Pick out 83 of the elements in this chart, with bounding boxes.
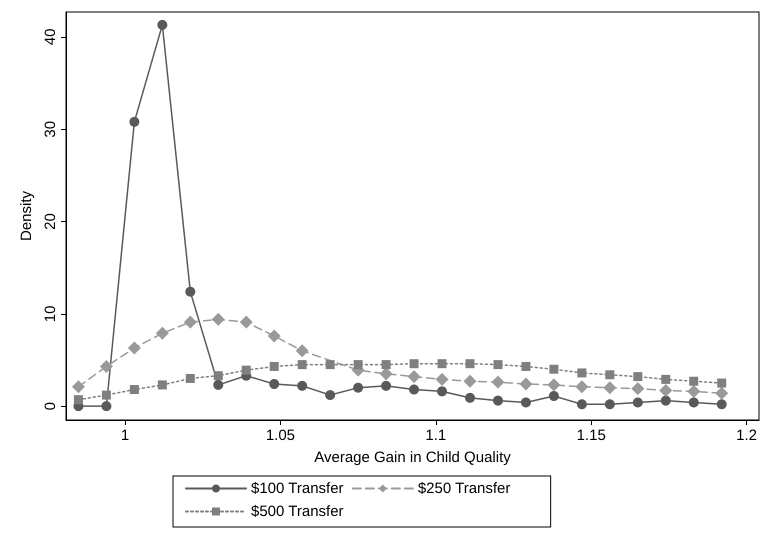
point bbox=[242, 366, 251, 375]
point bbox=[632, 397, 643, 408]
x-tick-label: 1.15 bbox=[576, 427, 606, 444]
point bbox=[437, 386, 448, 396]
point bbox=[130, 385, 139, 394]
point bbox=[184, 316, 197, 329]
point bbox=[269, 379, 280, 389]
x-tick-label: 1.05 bbox=[266, 427, 296, 444]
x-axis-title: Average Gain in Child Quality bbox=[314, 449, 512, 466]
point bbox=[297, 380, 308, 391]
point bbox=[631, 382, 644, 396]
point bbox=[436, 372, 449, 386]
point bbox=[354, 360, 363, 370]
point bbox=[157, 20, 168, 30]
point bbox=[493, 360, 502, 370]
point bbox=[325, 390, 336, 400]
point bbox=[716, 399, 727, 410]
point bbox=[380, 367, 393, 380]
point bbox=[491, 376, 504, 389]
point bbox=[603, 381, 616, 394]
y-tick-label: 40 bbox=[42, 28, 59, 46]
point bbox=[575, 380, 588, 394]
point bbox=[128, 342, 141, 354]
point bbox=[521, 362, 530, 371]
point bbox=[101, 401, 112, 412]
point bbox=[548, 391, 559, 401]
point bbox=[715, 386, 728, 400]
y-tick-label: 10 bbox=[42, 306, 59, 322]
point bbox=[72, 380, 85, 394]
y-tick-label: 30 bbox=[42, 120, 59, 138]
point bbox=[661, 374, 670, 384]
point bbox=[212, 312, 225, 326]
point bbox=[717, 378, 726, 388]
y-tick-label: 0 bbox=[42, 402, 59, 410]
point bbox=[687, 384, 700, 398]
point bbox=[409, 384, 420, 395]
point bbox=[298, 360, 307, 370]
point bbox=[353, 382, 364, 393]
x-tick-label: 1 bbox=[120, 427, 130, 444]
point bbox=[519, 378, 532, 390]
point bbox=[410, 359, 419, 368]
point bbox=[129, 116, 140, 127]
x-tick-label: 1.2 bbox=[736, 427, 757, 444]
point bbox=[158, 380, 167, 390]
point bbox=[438, 359, 447, 368]
point bbox=[381, 380, 392, 391]
point bbox=[270, 362, 279, 371]
point bbox=[100, 360, 113, 373]
point bbox=[605, 370, 614, 380]
point bbox=[296, 344, 309, 358]
point bbox=[185, 286, 196, 297]
point bbox=[659, 384, 672, 397]
point bbox=[268, 330, 281, 342]
point bbox=[382, 360, 391, 370]
point bbox=[326, 360, 335, 370]
point bbox=[604, 399, 615, 410]
point bbox=[465, 392, 475, 403]
point bbox=[547, 378, 560, 392]
legend-label: $500 Transfer bbox=[251, 503, 344, 520]
point bbox=[660, 396, 671, 406]
point bbox=[633, 372, 642, 382]
point bbox=[240, 316, 253, 329]
point bbox=[74, 395, 83, 404]
y-tick-label: 20 bbox=[42, 213, 59, 230]
legend-label: $250 Transfer bbox=[418, 480, 510, 497]
point bbox=[549, 364, 558, 374]
point bbox=[186, 374, 195, 383]
point bbox=[102, 390, 111, 400]
point bbox=[214, 371, 223, 380]
y-axis-title: Density bbox=[18, 190, 35, 242]
point bbox=[156, 326, 169, 340]
point bbox=[492, 396, 503, 406]
point bbox=[408, 370, 421, 384]
point bbox=[576, 399, 587, 410]
point bbox=[463, 374, 476, 388]
point bbox=[213, 380, 224, 390]
point bbox=[689, 376, 698, 386]
x-tick-label: 1.1 bbox=[425, 427, 446, 444]
point bbox=[688, 397, 699, 408]
point bbox=[520, 397, 531, 408]
legend-label: $100 Transfer bbox=[251, 480, 344, 497]
point bbox=[465, 359, 474, 368]
point bbox=[577, 368, 586, 378]
